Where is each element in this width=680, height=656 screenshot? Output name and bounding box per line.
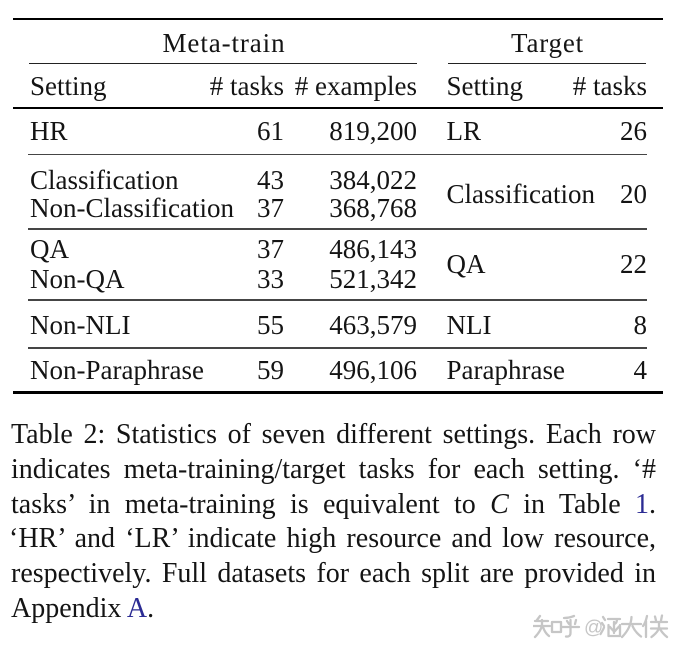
svg-text:@: @ — [584, 618, 603, 639]
